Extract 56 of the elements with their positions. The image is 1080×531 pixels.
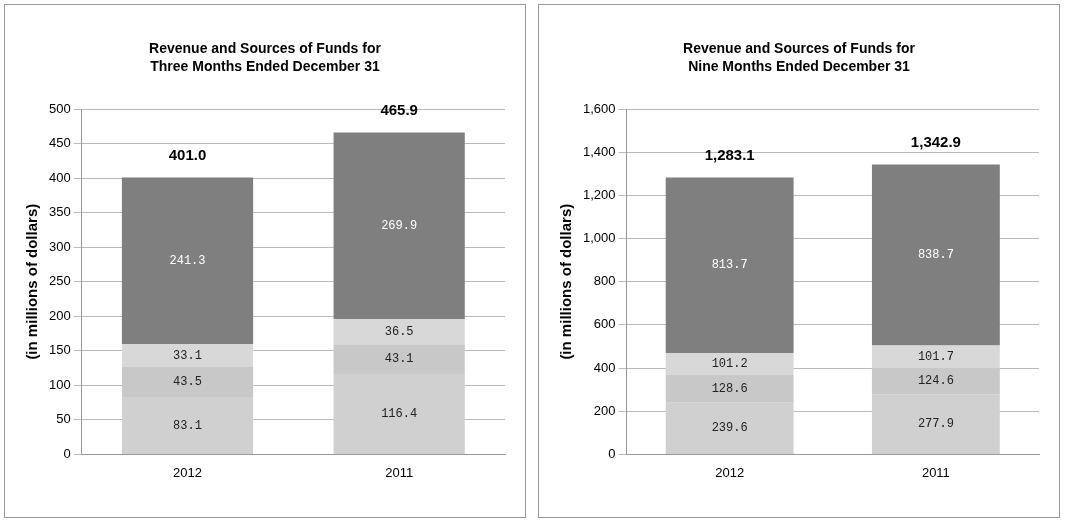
y-tick-label: 1,000 (582, 230, 616, 246)
y-tick-label: 200 (593, 402, 616, 418)
y-tick-label: 350 (48, 204, 71, 220)
y-tick-label: 1,400 (582, 143, 616, 159)
data-label: 128.6 (711, 381, 748, 396)
y-tick-label: 400 (48, 169, 71, 185)
bar (665, 353, 794, 375)
data-label: 43.5 (173, 375, 202, 390)
data-label: 838.7 (917, 248, 954, 263)
x-tick-label: 2011 (385, 464, 414, 480)
total-label: 1,283.1 (704, 145, 755, 163)
total-label: 1,342.9 (910, 132, 961, 150)
data-label: 269.9 (381, 218, 418, 233)
bar (121, 177, 254, 345)
data-label: 36.5 (384, 324, 414, 339)
x-tick-label: 2012 (715, 464, 745, 480)
y-tick-label: 1,200 (582, 186, 616, 202)
data-label: 33.1 (173, 348, 202, 363)
bar (871, 345, 1000, 368)
data-label: 83.1 (173, 418, 202, 433)
bar (333, 319, 465, 345)
bar (121, 344, 254, 367)
y-tick-label: 0 (63, 445, 71, 461)
bar (333, 132, 465, 319)
data-label: 101.7 (917, 349, 954, 364)
y-tick-label: 100 (48, 376, 71, 392)
bar (665, 177, 794, 354)
total-label: 401.0 (168, 145, 207, 163)
y-axis-title: (in millions of dollars) (557, 203, 575, 360)
data-label: 241.3 (169, 253, 206, 268)
data-label: 239.6 (711, 421, 748, 436)
y-axis-title: (in millions of dollars) (23, 203, 41, 360)
y-tick-label: 0 (608, 445, 616, 461)
data-label: 116.4 (381, 407, 418, 422)
y-tick-label: 1,600 (582, 100, 616, 116)
y-tick-label: 800 (593, 273, 616, 289)
y-tick-label: 200 (48, 307, 71, 323)
bar (871, 164, 1000, 346)
y-tick-label: 150 (48, 342, 71, 358)
y-tick-label: 450 (48, 135, 71, 151)
y-tick-label: 250 (48, 273, 71, 289)
y-tick-label: 500 (48, 100, 71, 116)
data-label: 124.6 (917, 374, 954, 389)
data-label: 277.9 (917, 417, 954, 432)
data-label: 43.1 (384, 352, 414, 367)
data-label: 101.2 (711, 357, 748, 372)
x-tick-label: 2011 (921, 464, 950, 480)
data-label: 813.7 (711, 258, 748, 273)
chart-title: Revenue and Sources of Funds for Nine Months Ended December 31 (682, 39, 916, 75)
x-tick-label: 2012 (173, 464, 202, 480)
chart-title: Revenue and Sources of Funds for Three Months Ended December 31 (148, 39, 382, 75)
total-label: 465.9 (380, 100, 418, 118)
y-tick-label: 400 (593, 359, 616, 375)
y-tick-label: 300 (48, 238, 71, 254)
y-tick-label: 50 (56, 411, 71, 427)
y-tick-label: 600 (593, 316, 616, 332)
